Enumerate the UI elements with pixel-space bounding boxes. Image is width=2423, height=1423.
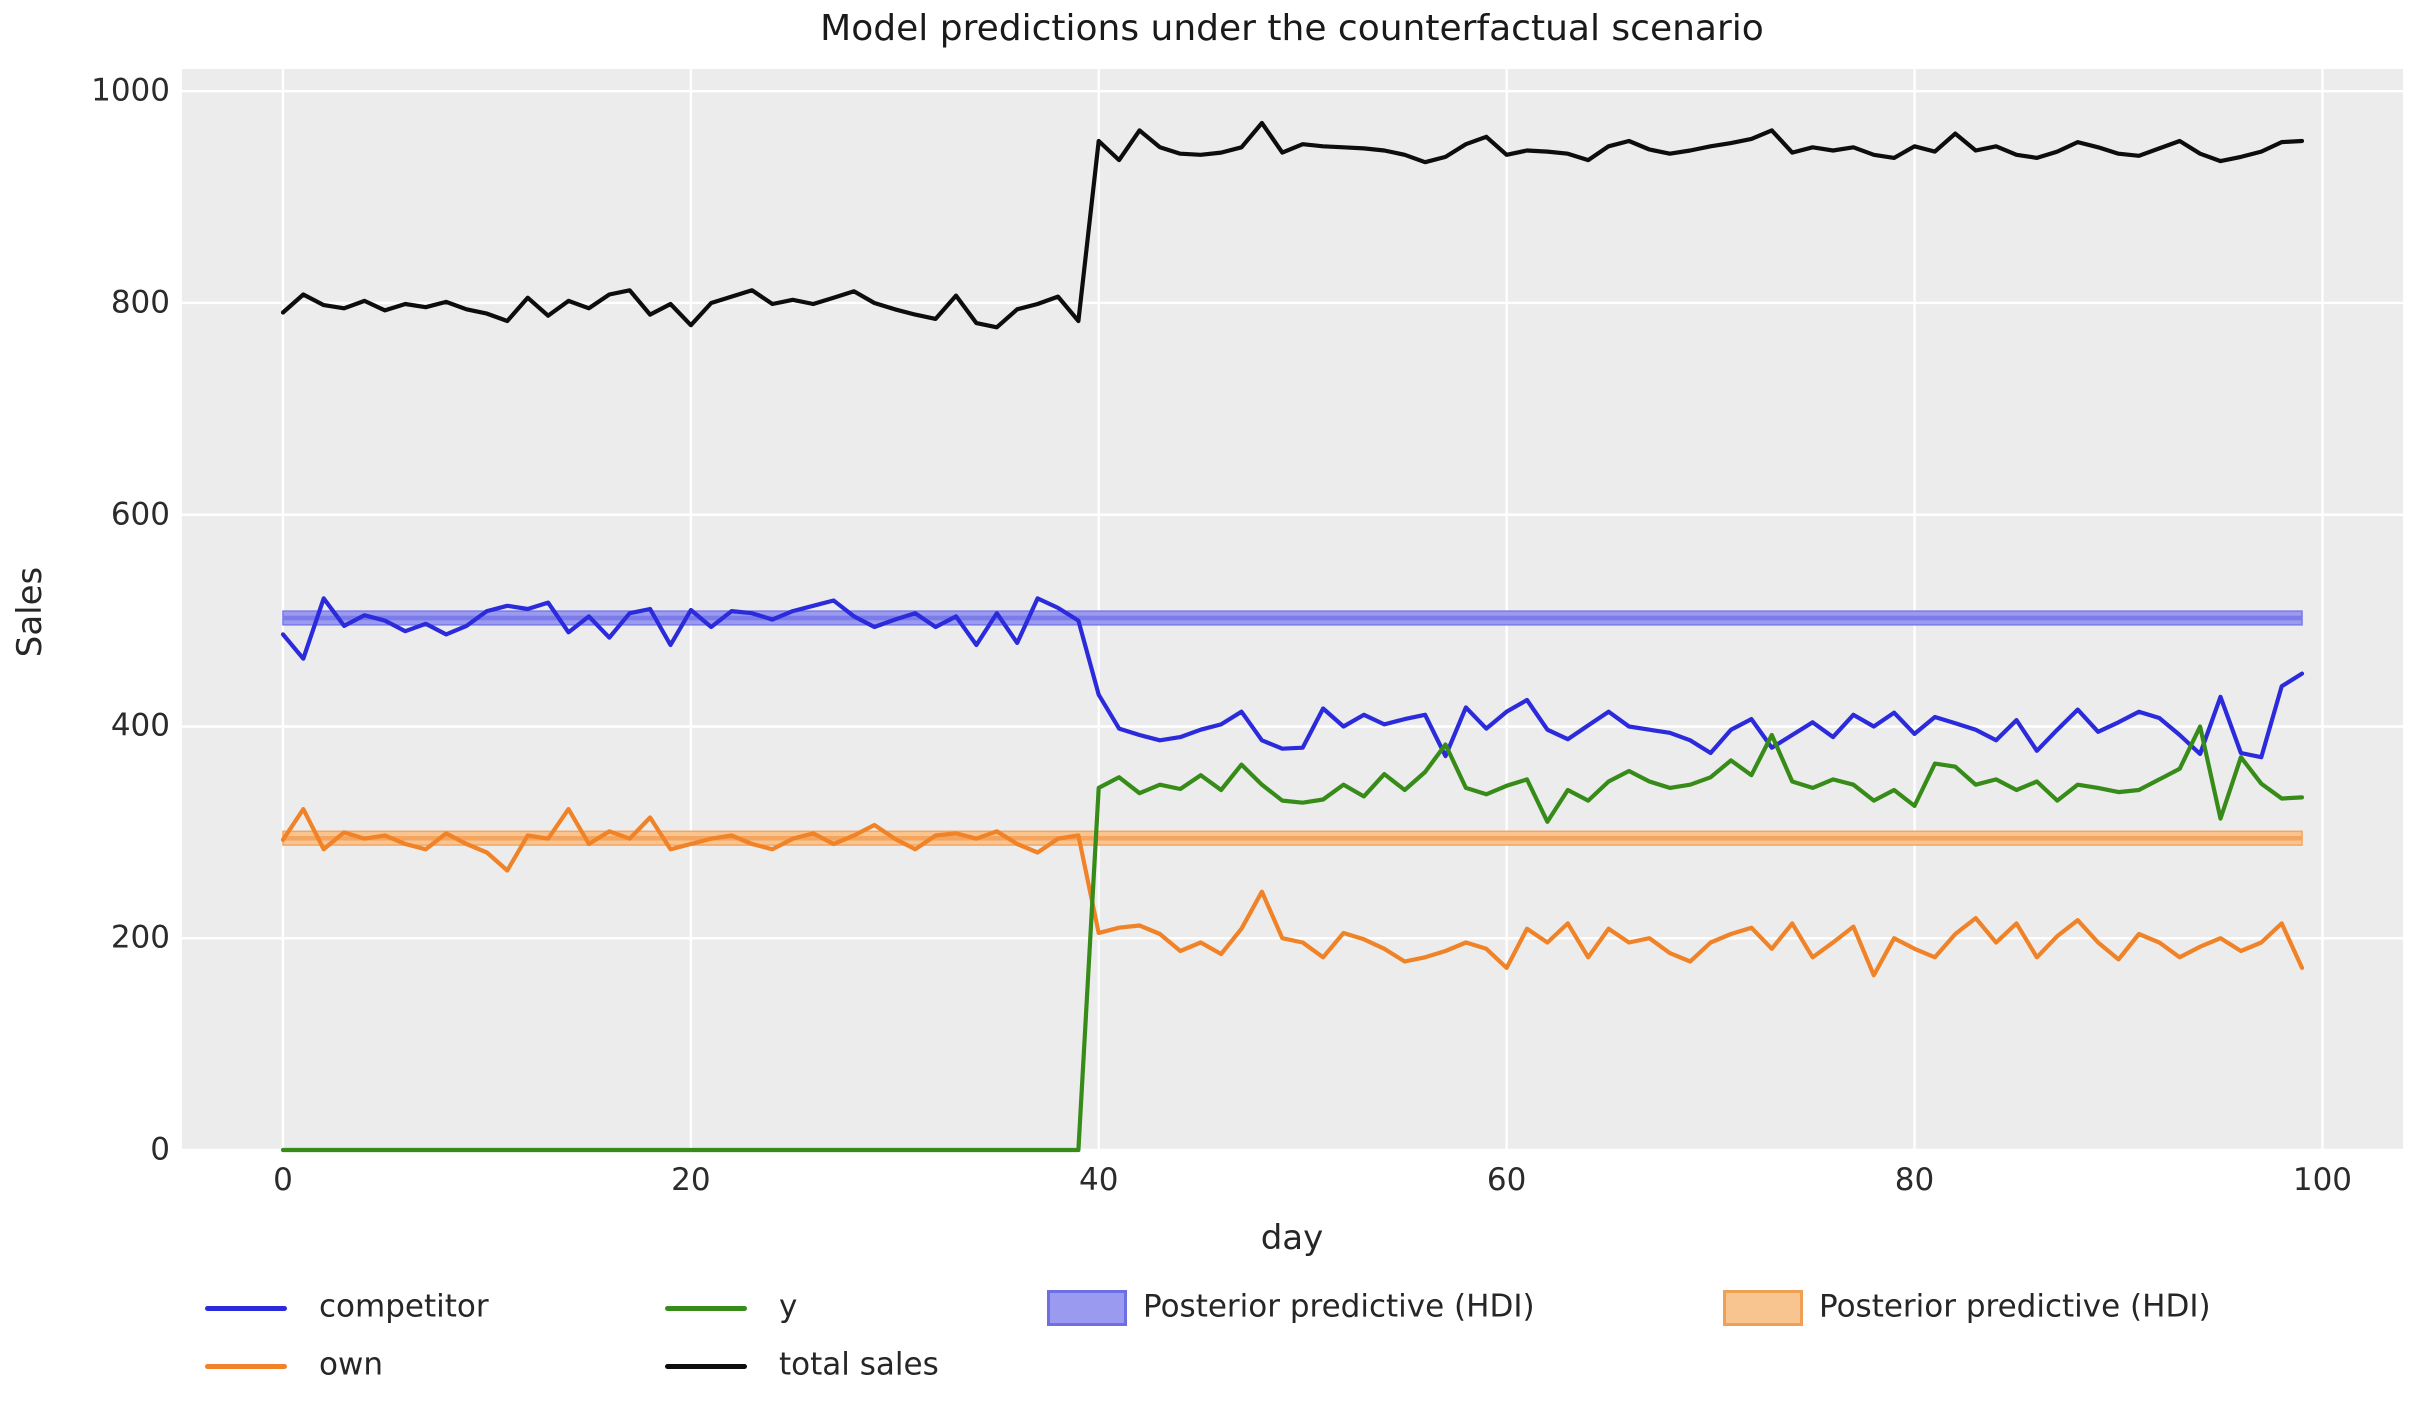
series-line-total-sales (280, 120, 2305, 330)
y-axis-label: Sales (10, 566, 50, 658)
legend-patch-swatch (1723, 1290, 1803, 1326)
x-tick-label: 20 (671, 1162, 711, 1198)
y-tick-label: 800 (110, 284, 170, 321)
legend-line-swatch (665, 1363, 747, 1369)
series-line-own (280, 806, 2305, 978)
x-tick-label: 80 (1894, 1162, 1935, 1198)
legend-label: own (319, 1346, 383, 1383)
legend-line-swatch (205, 1363, 287, 1369)
x-tick-label: 60 (1486, 1162, 1527, 1198)
x-tick-label: 100 (2292, 1162, 2353, 1198)
axes-background (182, 69, 2403, 1150)
legend-label: Posterior predictive (HDI) (1143, 1288, 1535, 1325)
legend-line-swatch (205, 1305, 287, 1311)
series-line-competitor (280, 596, 2305, 760)
series-line-y (280, 724, 2305, 1153)
y-tick-label: 600 (110, 496, 170, 533)
legend-label: total sales (779, 1346, 939, 1383)
legend-patch-swatch (1047, 1290, 1127, 1326)
y-tick-label: 0 (150, 1131, 170, 1168)
legend-label: competitor (319, 1288, 489, 1325)
legend-label: y (779, 1288, 798, 1325)
legend-line-swatch (665, 1305, 747, 1311)
y-tick-label: 200 (110, 919, 170, 956)
chart-title: Model predictions under the counterfactu… (820, 8, 1764, 49)
y-tick-label: 400 (110, 707, 170, 744)
x-tick-label: 0 (273, 1162, 293, 1198)
x-axis-label: day (1260, 1218, 1324, 1258)
x-tick-label: 40 (1079, 1162, 1119, 1198)
y-tick-label: 1000 (91, 72, 170, 109)
legend-label: Posterior predictive (HDI) (1819, 1288, 2211, 1325)
